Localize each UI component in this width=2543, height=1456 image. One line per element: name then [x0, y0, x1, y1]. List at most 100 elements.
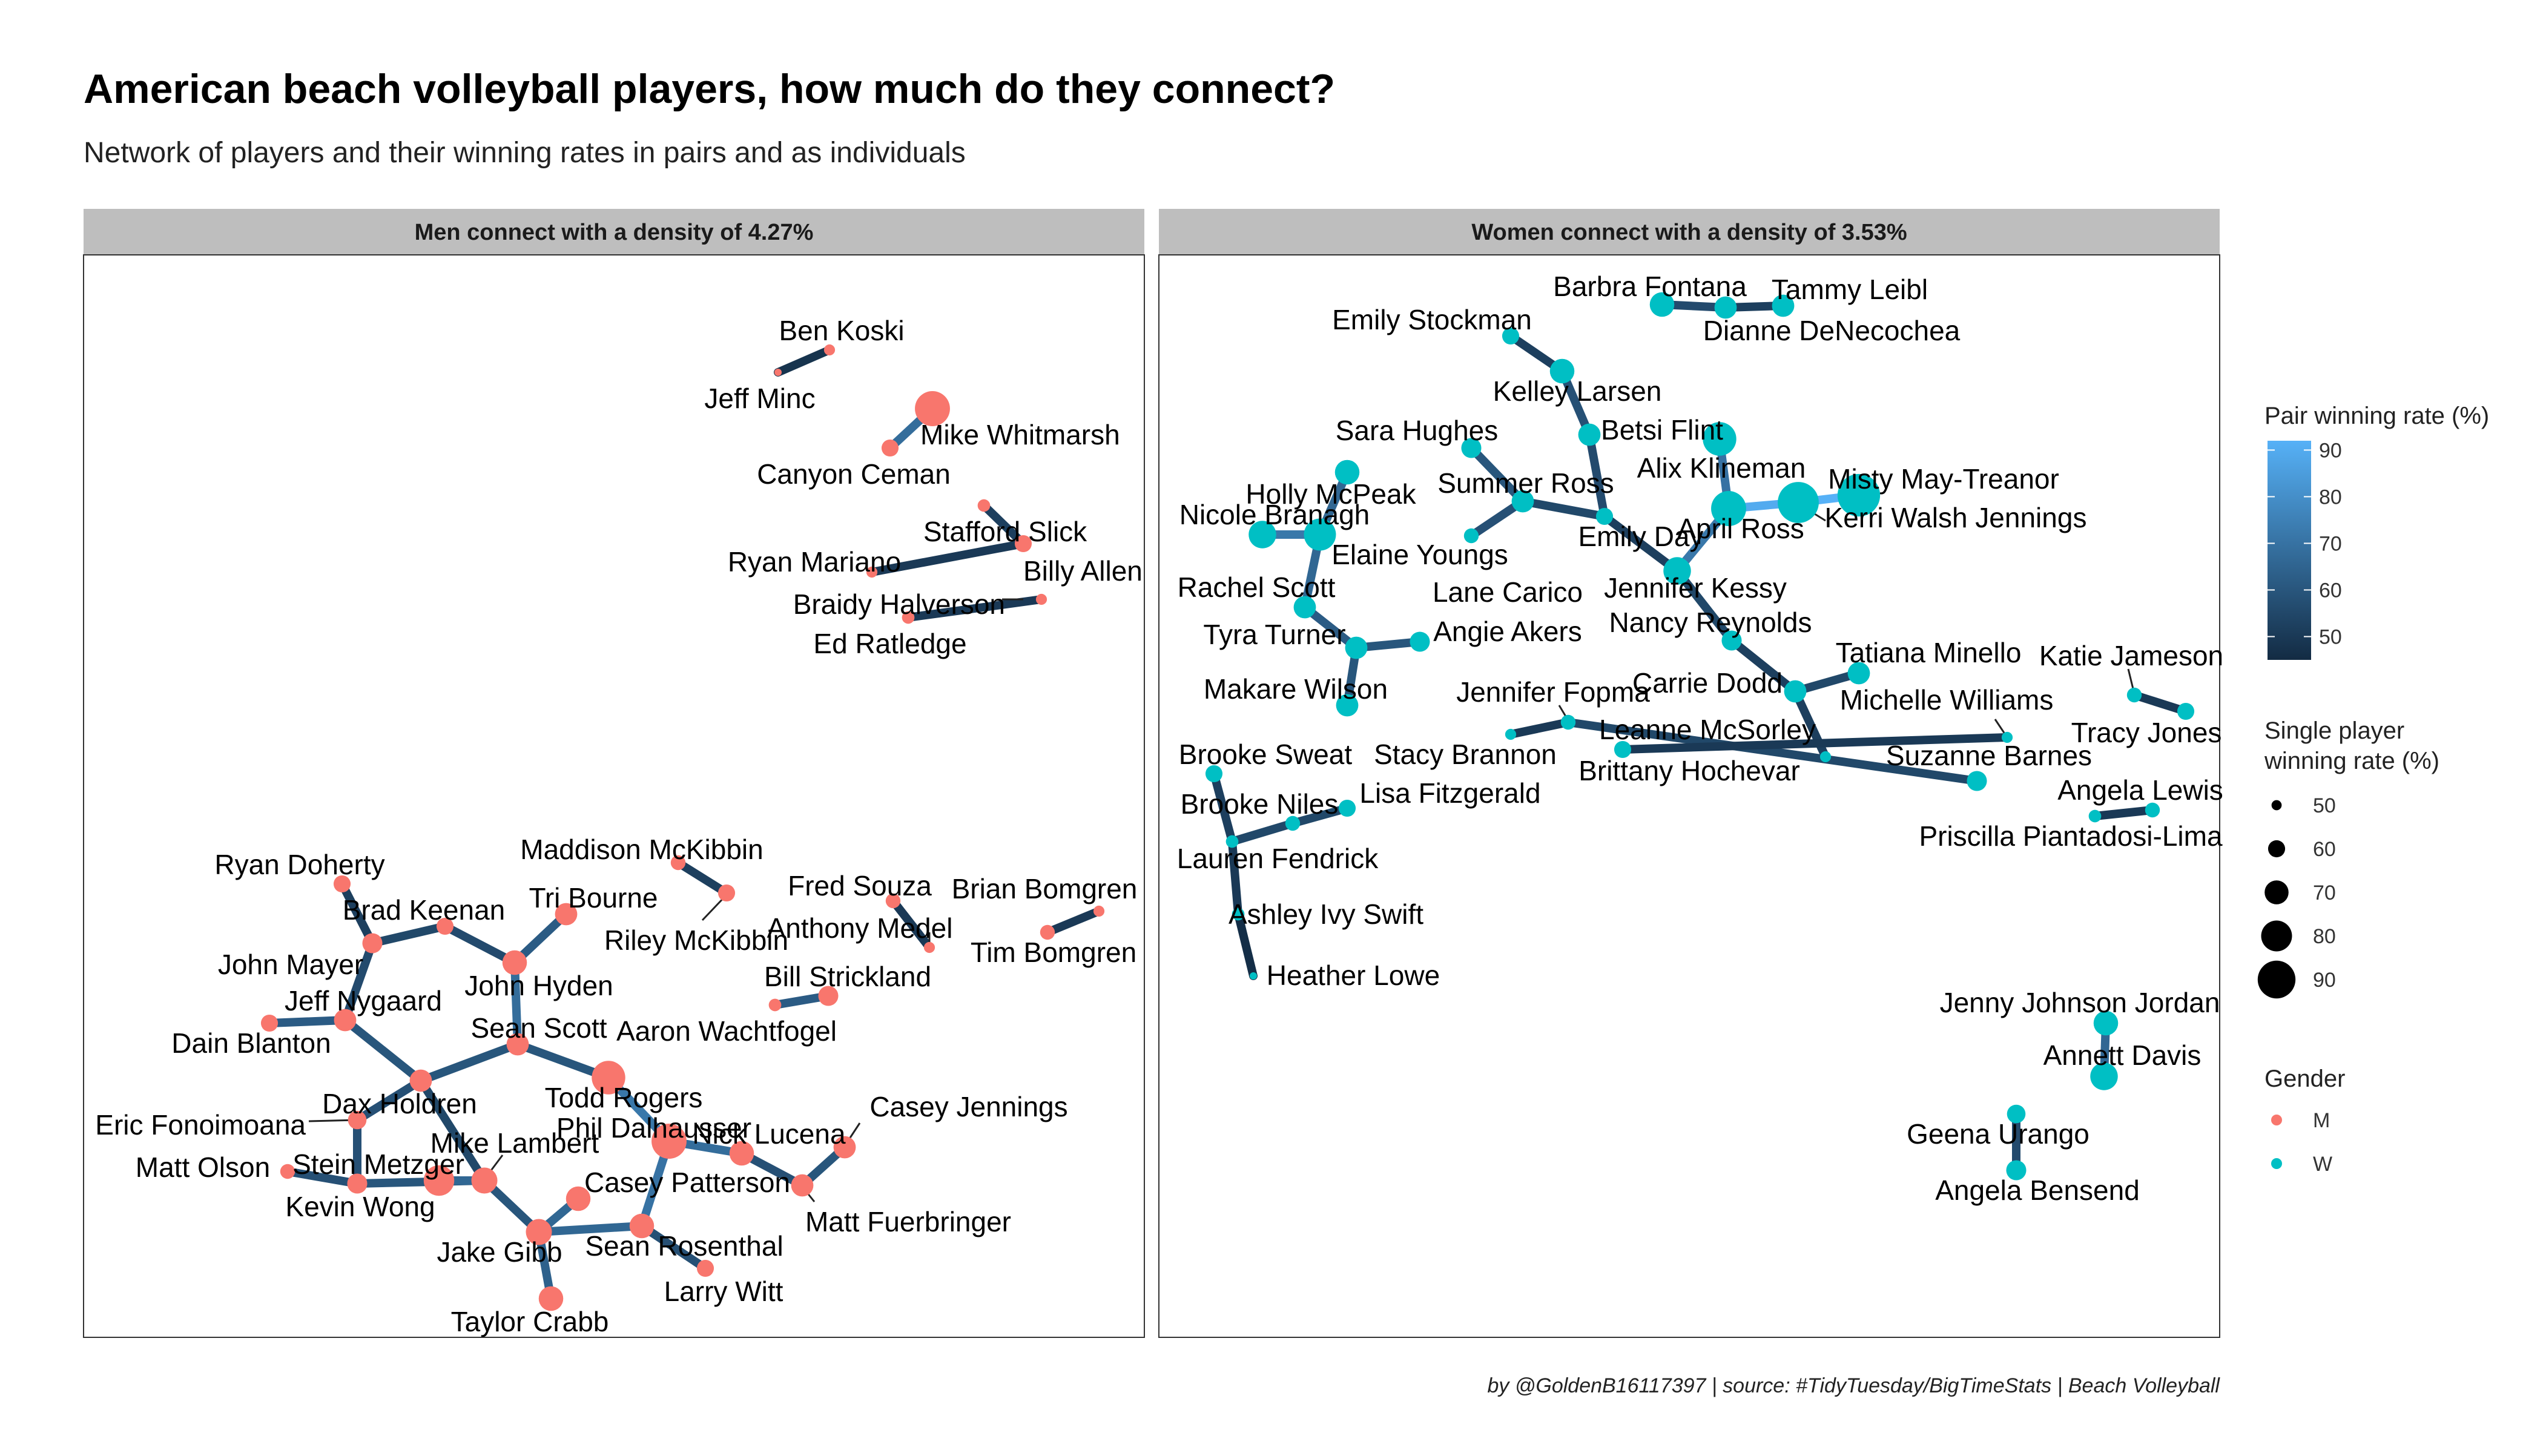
size-key-label: 80	[2313, 925, 2336, 948]
women-edge-angela-lewis-priscilla-piantadosi-lima	[2091, 806, 2157, 820]
women-edge-lauren-fendrick-ashley-ivy-swift	[1228, 837, 1242, 918]
women-label-holly-mcpeak: Holly McPeak	[1245, 478, 1416, 510]
women-label-brooke-niles: Brooke Niles	[1181, 788, 1339, 820]
men-edge-braidy-halverson-ed-ratledge	[904, 595, 1046, 622]
women-node-tatiana-minello	[1847, 662, 1870, 685]
women-label-emily-day: Emily Day	[1578, 521, 1703, 552]
men-network: Ben Koski Jeff Minc Mike Whitmarsh Canyon C…	[95, 315, 1143, 1337]
women-label-alix-klineman: Alix Klineman	[1637, 452, 1806, 484]
men-label-ryan-doherty: Ryan Doherty	[214, 849, 384, 880]
gender-key-m	[2271, 1115, 2282, 1125]
men-node-jeff-minc	[774, 369, 782, 376]
size-key-60	[2268, 840, 2286, 858]
men-label-brian-bomgren: Brian Bomgren	[952, 873, 1138, 904]
men-node-brian-bomgren	[1093, 905, 1105, 917]
women-label-lauren-fendrick: Lauren Fendrick	[1177, 843, 1379, 874]
women-node-emily-day	[1595, 507, 1614, 525]
women-edge-betsi-flint-emily-day	[1585, 430, 1609, 521]
women-edge-summer-ross-emily-day	[1519, 497, 1609, 521]
women-labels: Barbra Fontana Tammy Leibl Dianne DeNecoch…	[1177, 271, 2223, 1206]
men-edge-john-hyden-sean-scott	[510, 958, 522, 1049]
women-label-michelle-williams: Michelle Williams	[1840, 684, 2054, 716]
women-edge-lauren-fendrick-brooke-niles	[1228, 819, 1297, 846]
men-node-nick-lucena	[729, 1141, 754, 1166]
size-key-label: 60	[2313, 838, 2336, 861]
women-edge-jennifer-fopma-brittany-hochevar	[1564, 718, 1981, 785]
men-node-aaron-wachtfogel	[768, 998, 782, 1012]
women-node-carrie-dodd	[1784, 680, 1807, 703]
women-label-misty-may-treanor: Misty May-Treanor	[1828, 463, 2059, 495]
men-edge-matt-olson-stein-metzger	[283, 1167, 361, 1188]
women-node-ashley-ivy-swift	[1232, 908, 1245, 921]
men-edge-billy-allen-ryan-mariano	[868, 539, 1027, 576]
men-edge-brian-bomgren-tim-bomgren	[1043, 907, 1103, 937]
women-node-dianne-denecochea	[1714, 296, 1737, 319]
men-node-john-hyden	[502, 950, 527, 975]
men-node-billy-allen	[1014, 535, 1032, 553]
women-node-nancy-reynolds	[1721, 630, 1742, 651]
men-node-dax-holdren	[409, 1069, 432, 1092]
size-key-50	[2271, 800, 2282, 811]
women-label-nancy-reynolds: Nancy Reynolds	[1609, 607, 1812, 638]
men-label-tim-bomgren: Tim Bomgren	[971, 937, 1136, 968]
men-nodes	[260, 344, 1105, 1311]
men-node-riley-mckibbin	[717, 884, 736, 902]
women-node-tyra-turner	[1345, 636, 1368, 659]
women-label-tyra-turner: Tyra Turner	[1203, 619, 1345, 650]
men-label-matt-olson: Matt Olson	[136, 1151, 270, 1183]
men-node-maddison-mckibbin	[670, 855, 686, 871]
chart-title: American beach volleyball players, how m…	[84, 66, 1335, 112]
women-nodes	[1205, 292, 2195, 1181]
men-node-canyon-ceman	[881, 439, 899, 457]
men-node-mike-whitmarsh	[915, 391, 950, 426]
men-node-ben-koski	[823, 344, 836, 356]
men-label-ryan-mariano: Ryan Mariano	[728, 546, 901, 578]
women-node-jennifer-kessy	[1663, 557, 1691, 585]
men-edge-fred-souza-anthony-medel	[889, 897, 934, 952]
men-label-john-mayer: John Mayer	[218, 949, 363, 980]
gender-key-label: W	[2313, 1153, 2332, 1176]
women-node-misty-may-treanor	[1837, 473, 1881, 517]
gender-legend-items: MW	[2271, 1109, 2332, 1176]
women-label-priscilla-piantadosi-lima: Priscilla Piantadosi-Lima	[1919, 820, 2222, 852]
women-label-jenny-johnson-jordan: Jenny Johnson Jordan	[1940, 987, 2220, 1018]
women-label-brittany-hochevar: Brittany Hochevar	[1578, 755, 1800, 786]
size-key-70	[2264, 880, 2289, 904]
men-label-brad-keenan: Brad Keenan	[343, 894, 506, 926]
women-edge-jennifer-kessy-nancy-reynolds	[1673, 567, 1736, 645]
men-label-sean-scott: Sean Scott	[470, 1012, 607, 1044]
men-node-taylor-crabb	[538, 1286, 564, 1311]
women-node-makare-wilson	[1336, 694, 1359, 717]
women-node-rachel-scott	[1293, 596, 1316, 619]
women-label-geena-urango: Geena Urango	[1907, 1118, 2089, 1150]
men-label-sean-rosenthal: Sean Rosenthal	[585, 1230, 783, 1262]
men-node-tim-bomgren	[1040, 924, 1055, 940]
women-panel-strip	[1159, 209, 2220, 255]
women-label-suzanne-barnes: Suzanne Barnes	[1886, 740, 2092, 771]
women-panel: Women connect with a density of 3.53% Ba…	[1158, 209, 2223, 1338]
women-label-jennifer-kessy: Jennifer Kessy	[1604, 572, 1787, 604]
women-node-stacy-brannon	[1505, 728, 1517, 740]
men-edge-sean-rosenthal-larry-witt	[638, 1222, 710, 1273]
men-node-phil-dalhausser	[651, 1124, 687, 1159]
women-node-elaine-youngs	[1304, 518, 1336, 551]
men-node-fred-souza	[885, 893, 901, 909]
men-node-larry-witt	[696, 1259, 714, 1277]
women-edge-emily-day-jennifer-kessy	[1600, 512, 1681, 575]
women-edge-michelle-williams-leanne-mcsorley	[1618, 733, 2011, 754]
men-label-braidy-halverson: Braidy Halverson	[793, 588, 1005, 620]
men-panel-label: Men connect with a density of 4.27%	[415, 220, 814, 245]
women-label-carrie-dodd: Carrie Dodd	[1632, 667, 1783, 699]
men-node-stafford-slick	[977, 499, 991, 512]
single-legend-items: 50 60 70 80 90	[2257, 794, 2336, 999]
women-label-tatiana-minello: Tatiana Minello	[1836, 637, 2022, 668]
women-label-heather-lowe: Heather Lowe	[1267, 960, 1440, 991]
women-node-nicole-branagh	[1248, 521, 1276, 548]
men-node-jake-gibb	[526, 1219, 552, 1245]
legend: Pair winning rate (%) 90 80 70 60 50 Single …	[2257, 403, 2489, 1176]
pair-tick-label: 60	[2319, 579, 2342, 602]
gender-legend-title: Gender	[2264, 1066, 2345, 1092]
men-node-dain-blanton	[260, 1014, 279, 1032]
women-node-sara-hughes	[1461, 438, 1482, 458]
